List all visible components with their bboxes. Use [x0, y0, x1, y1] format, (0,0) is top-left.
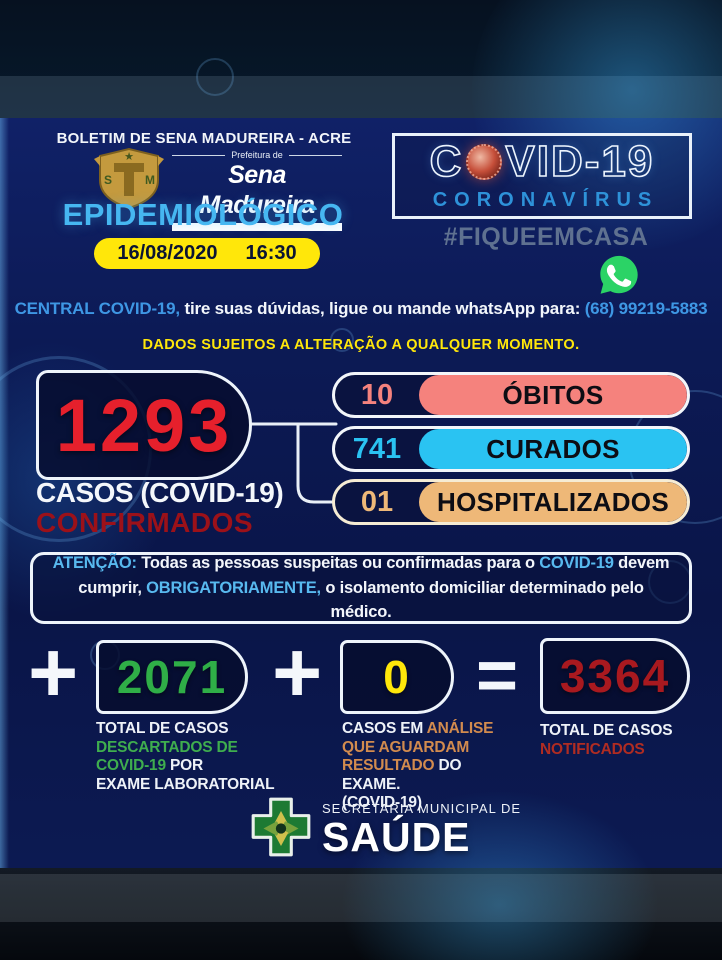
caption-line: DESCARTADOS DE: [96, 738, 238, 756]
pending-cases-value: 0: [383, 651, 411, 703]
pending-cases-box: 0: [340, 640, 454, 714]
crest-letter-right: M: [145, 173, 155, 187]
city-underline-bar: [172, 223, 342, 231]
health-department-logo-text: SECRETARIA MUNICIPAL DE SAÚDE: [322, 801, 521, 859]
bg-light-band-bottom: [0, 874, 722, 922]
bg-top-band: [0, 0, 722, 118]
caption-line: NOTIFICADOS: [540, 740, 645, 758]
attention-label: ATENÇÃO:: [52, 553, 137, 572]
caption-line: CASOS EM ANÁLISE: [342, 720, 522, 739]
recovered-value: 741: [352, 432, 402, 465]
bulletin-date: 16/08/2020: [117, 242, 218, 264]
attention-part1: Todas as pessoas suspeitas ou confirmada…: [141, 553, 535, 572]
notified-cases-box: 3364: [540, 638, 690, 714]
whatsapp-phone-number: (68) 99219-5883: [584, 299, 708, 318]
caption-line: TOTAL DE CASOS: [540, 722, 673, 739]
discarded-cases-box: 2071: [96, 640, 248, 714]
deaths-value: 10: [360, 378, 394, 411]
city-crest-icon: ★ S M: [94, 147, 164, 210]
caption-line: TOTAL DE CASOS: [96, 720, 229, 737]
confirmed-cases-label: CASOS (COVID-19): [36, 477, 284, 508]
bulletin-time: 16:30: [245, 242, 297, 264]
caption-line: EXAME LABORATORIAL: [96, 775, 275, 793]
caption-line: (COVID-19): [342, 794, 422, 812]
attention-covid-highlight: COVID-19: [539, 553, 614, 572]
caption-part: RESULTADO: [342, 757, 435, 775]
attention-part2: devem cumprir,: [78, 553, 670, 597]
attention-mandatory-highlight: OBRIGATORIAMENTE,: [146, 578, 321, 597]
confirmed-cases-value: 1293: [55, 383, 233, 467]
deaths-label: ÓBITOS: [419, 375, 687, 415]
date-time-badge: 16/08/2020 16:30: [94, 238, 320, 269]
recovered-stat-pill: 741 CURADOS: [332, 426, 690, 472]
virus-icon: [466, 144, 503, 180]
covid-title-first-letter: C: [429, 137, 464, 186]
divider-line: [288, 154, 342, 156]
notified-cases-caption: TOTAL DE CASOS NOTIFICADOS: [540, 722, 720, 759]
plus-operator: +: [28, 625, 79, 721]
divider-line: [172, 154, 226, 156]
bulletin-title: BOLETIM DE SENA MADUREIRA - ACRE: [56, 130, 352, 147]
pending-cases-caption: CASOS EM ANÁLISE QUE AGUARDAM RESULTADO …: [342, 720, 522, 813]
city-name: Sena Madureira: [199, 161, 315, 219]
attention-text: ATENÇÃO: Todas as pessoas suspeitas ou c…: [49, 551, 673, 625]
caption-part: ANÁLISE: [426, 720, 494, 737]
caption-line: COVID-19 POR: [96, 757, 306, 776]
bg-light-band-top: [0, 76, 722, 118]
caption-part: COVID-19: [96, 757, 166, 775]
bokeh-ring-decoration: [330, 328, 354, 352]
coronavirus-subtitle: CORONAVÍRUS: [432, 189, 659, 211]
contact-message: tire suas dúvidas, ligue ou mande whatsA…: [184, 299, 581, 318]
prefeitura-label: Prefeitura de: [231, 150, 283, 160]
prefeitura-logo: Prefeitura de Sena Madureira: [172, 150, 342, 231]
caption-part: POR: [170, 757, 204, 775]
contact-intro: CENTRAL COVID-19,: [14, 299, 181, 318]
recovered-label: CURADOS: [419, 429, 687, 469]
notified-cases-value: 3364: [559, 650, 671, 702]
equals-operator: =: [476, 636, 519, 716]
covid19-badge: C VID-19 CORONAVÍRUS: [392, 133, 692, 219]
discarded-cases-value: 2071: [116, 651, 228, 703]
caption-line: QUE AGUARDAM: [342, 738, 470, 756]
confirmed-cases-box: 1293: [36, 370, 252, 480]
plus-operator: +: [272, 625, 323, 721]
caption-part: CASOS EM: [342, 720, 424, 737]
hospitalized-label: HOSPITALIZADOS: [419, 482, 687, 522]
hospitalized-value: 01: [360, 485, 394, 518]
confirmed-cases-sublabel: CONFIRMADOS: [36, 507, 254, 538]
crest-letter-left: S: [104, 173, 112, 187]
health-cross-icon: [251, 797, 311, 857]
attention-notice-box: ATENÇÃO: Todas as pessoas suspeitas ou c…: [30, 552, 692, 624]
contact-line: CENTRAL COVID-19, tire suas dúvidas, lig…: [0, 299, 722, 319]
caption-line: RESULTADO DO EXAME.: [342, 757, 522, 794]
whatsapp-icon: [600, 255, 638, 294]
bokeh-ring-decoration: [196, 58, 234, 96]
prefeitura-label-row: Prefeitura de: [172, 150, 342, 160]
hospitalized-stat-pill: 01 HOSPITALIZADOS: [332, 479, 690, 525]
epidemiologico-title: EPIDEMIOLÓGICO: [62, 197, 344, 232]
stay-home-hashtag: #FIQUEEMCASA: [443, 223, 649, 251]
covid19-outline-title: C VID-19: [429, 137, 655, 186]
department-line: SECRETARIA MUNICIPAL DE: [322, 801, 522, 816]
data-disclaimer: DADOS SUJEITOS A ALTERAÇÃO A QUALQUER MO…: [142, 337, 580, 353]
department-name: SAÚDE: [322, 814, 471, 860]
discarded-cases-caption: TOTAL DE CASOS DESCARTADOS DE COVID-19 P…: [96, 720, 306, 794]
deaths-stat-pill: 10 ÓBITOS: [332, 372, 690, 418]
caption-part: DO EXAME.: [342, 757, 462, 793]
covid-title-rest: VID-19: [505, 137, 655, 186]
bg-bottom-band: [0, 868, 722, 960]
crest-star: ★: [124, 151, 134, 163]
attention-part3: o isolamento domiciliar determinado pelo…: [325, 578, 644, 622]
